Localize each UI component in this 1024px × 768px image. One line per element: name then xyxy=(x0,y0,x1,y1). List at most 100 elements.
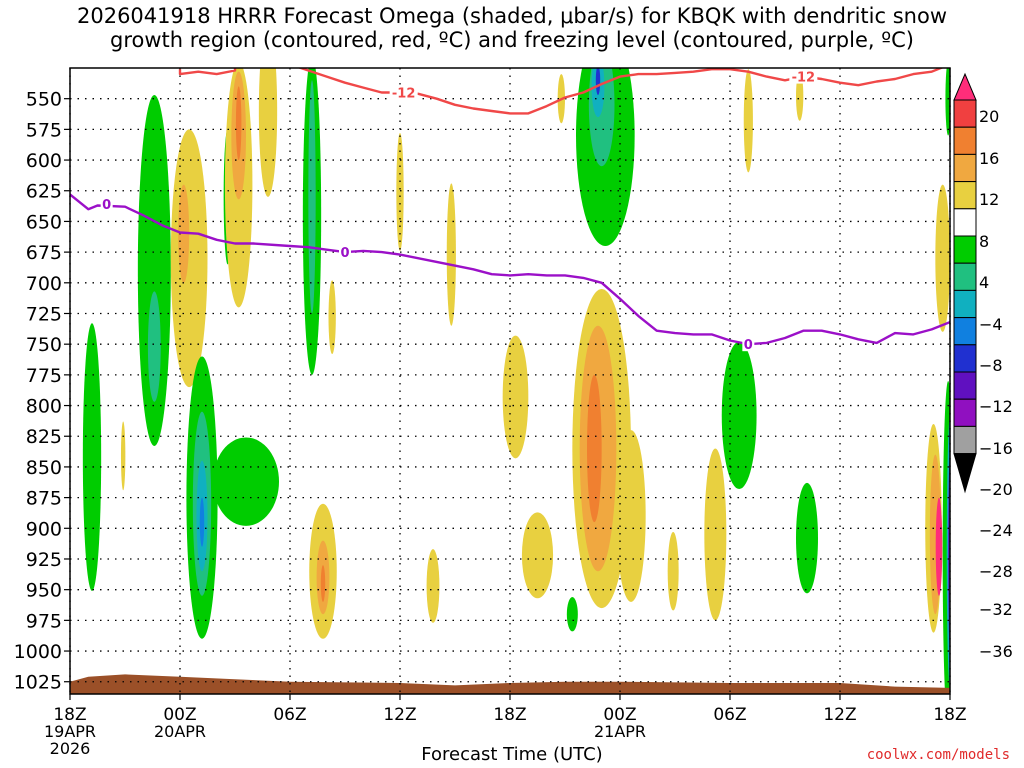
omega-region-10 xyxy=(213,437,279,526)
y-tick-label-975: 975 xyxy=(26,610,62,632)
colorbar-label-10: −24 xyxy=(979,521,1013,540)
omega-region-46 xyxy=(935,497,943,596)
x-tick-sub-30-0: 21APR xyxy=(594,722,646,741)
freezing-level-label-bg-1 xyxy=(339,244,351,260)
credit-text: coolwx.com/models xyxy=(866,747,1010,763)
omega-region-51 xyxy=(945,68,950,136)
omega-region-37 xyxy=(566,597,578,632)
dgz-contour-label-1: -12 xyxy=(792,71,816,86)
chart-subtitle: growth region (contoured, red, ºC) and f… xyxy=(110,28,914,52)
x-tick-label-12: 06Z xyxy=(273,705,306,725)
x-axis-label: Forecast Time (UTC) xyxy=(421,744,603,765)
y-tick-label-600: 600 xyxy=(26,150,62,172)
omega-region-25 xyxy=(502,335,529,459)
x-tick-label-0: 18Z xyxy=(53,705,86,725)
omega-region-4 xyxy=(170,129,208,388)
colorbar-label-11: −28 xyxy=(979,562,1013,581)
colorbar-bin-8 xyxy=(953,289,977,319)
x-tick-sub-0-1: 2026 xyxy=(50,739,91,758)
x-tick-label-18: 12Z xyxy=(383,705,416,725)
colorbar-label-6: −8 xyxy=(979,356,1003,375)
colorbar-bin-6 xyxy=(953,235,977,264)
y-tick-label-825: 825 xyxy=(26,426,62,448)
colorbar-label-7: −12 xyxy=(979,397,1013,416)
colorbar-label-0: 20 xyxy=(979,107,999,126)
dgz-contour-label-0: -12 xyxy=(392,87,416,102)
x-tick-label-30: 00Z xyxy=(603,705,636,725)
y-tick-label-575: 575 xyxy=(26,119,62,141)
omega-region-24 xyxy=(446,183,456,326)
contours: -12 -12 0 0 0 xyxy=(70,68,950,353)
x-tick-label-42: 12Z xyxy=(823,705,856,725)
y-tick-label-700: 700 xyxy=(26,273,62,295)
omega-region-36 xyxy=(595,68,601,95)
x-tick-sub-6-0: 20APR xyxy=(154,722,206,741)
y-tick-label-725: 725 xyxy=(26,303,62,325)
terrain-fill xyxy=(70,674,950,694)
dgz-contour-label-bg-0 xyxy=(389,84,418,100)
omega-region-41 xyxy=(796,482,818,594)
x-tick-sub-0-0: 19APR xyxy=(44,722,96,741)
omega-region-20 xyxy=(320,565,326,602)
colorbar-label-9: −20 xyxy=(979,480,1013,499)
colorbar-label-8: −16 xyxy=(979,439,1013,458)
x-tick-label-48: 18Z xyxy=(933,705,966,725)
colorbar-bin-5 xyxy=(953,208,977,237)
colorbar-bin-9 xyxy=(953,317,977,346)
omega-region-3 xyxy=(120,421,126,491)
colorbar: 20 16 12 8 4 −4 −8 −12 −16 −20 −24 −28 −32 −36 xyxy=(953,72,1013,661)
omega-region-30 xyxy=(587,374,602,523)
omega-region-22 xyxy=(396,133,404,251)
colorbar-label-2: 12 xyxy=(979,190,999,209)
chart-title-line1: 2026041918 HRRR Forecast Omega (shaded, … xyxy=(76,4,947,28)
freezing-level-label-bg-2 xyxy=(742,336,755,352)
y-tick-label-775: 775 xyxy=(26,365,62,387)
terrain xyxy=(70,674,950,694)
omega-region-26 xyxy=(521,512,554,599)
colorbar-bin-12 xyxy=(953,398,977,427)
y-axis-ticks: 550 575 600 625 650 675 700 725 750 775 800 825 850 8… xyxy=(14,89,70,694)
y-tick-label-550: 550 xyxy=(26,89,62,111)
dgz-contour-label-bg-1 xyxy=(789,68,818,84)
omega-region-31 xyxy=(616,430,646,602)
omega-region-43 xyxy=(796,71,804,121)
x-tick-label-36: 06Z xyxy=(713,705,746,725)
omega-region-0 xyxy=(82,323,102,591)
freezing-level-label-0: 0 xyxy=(102,198,111,213)
omega-shading xyxy=(82,68,950,694)
y-tick-label-925: 925 xyxy=(26,549,62,571)
colorbar-label-13: −36 xyxy=(979,642,1013,661)
omega-region-23 xyxy=(426,549,440,623)
freezing-level-line xyxy=(70,193,950,346)
x-tick-label-6: 00Z xyxy=(163,705,196,725)
omega-region-38 xyxy=(667,531,679,611)
y-tick-label-675: 675 xyxy=(26,242,62,264)
colorbar-bottom-arrow xyxy=(953,453,977,494)
colorbar-label-12: −32 xyxy=(979,600,1013,619)
colorbar-label-3: 8 xyxy=(979,232,989,251)
colorbar-bin-3 xyxy=(953,153,977,183)
omega-region-17 xyxy=(308,80,316,314)
omega-region-39 xyxy=(704,448,727,621)
colorbar-label-1: 16 xyxy=(979,149,999,168)
omega-region-21 xyxy=(328,280,336,354)
omega-region-1 xyxy=(137,95,171,447)
colorbar-bin-11 xyxy=(953,371,977,400)
colorbar-label-4: 4 xyxy=(979,273,989,292)
omega-region-14 xyxy=(235,86,242,161)
colorbar-top-arrow xyxy=(953,72,977,101)
y-tick-label-950: 950 xyxy=(26,580,62,602)
y-tick-label-650: 650 xyxy=(26,211,62,233)
y-tick-label-875: 875 xyxy=(26,488,62,510)
colorbar-bin-1 xyxy=(953,99,977,128)
omega-region-40 xyxy=(721,341,757,490)
y-tick-label-850: 850 xyxy=(26,457,62,479)
omega-region-42 xyxy=(743,69,753,173)
colorbar-bin-4 xyxy=(953,181,977,210)
y-tick-label-625: 625 xyxy=(26,181,62,203)
chart-title: 2026041918 HRRR Forecast Omega (shaded, … xyxy=(0,4,1024,52)
colorbar-label-5: −4 xyxy=(979,315,1003,334)
dgz-contour-line xyxy=(178,68,945,115)
